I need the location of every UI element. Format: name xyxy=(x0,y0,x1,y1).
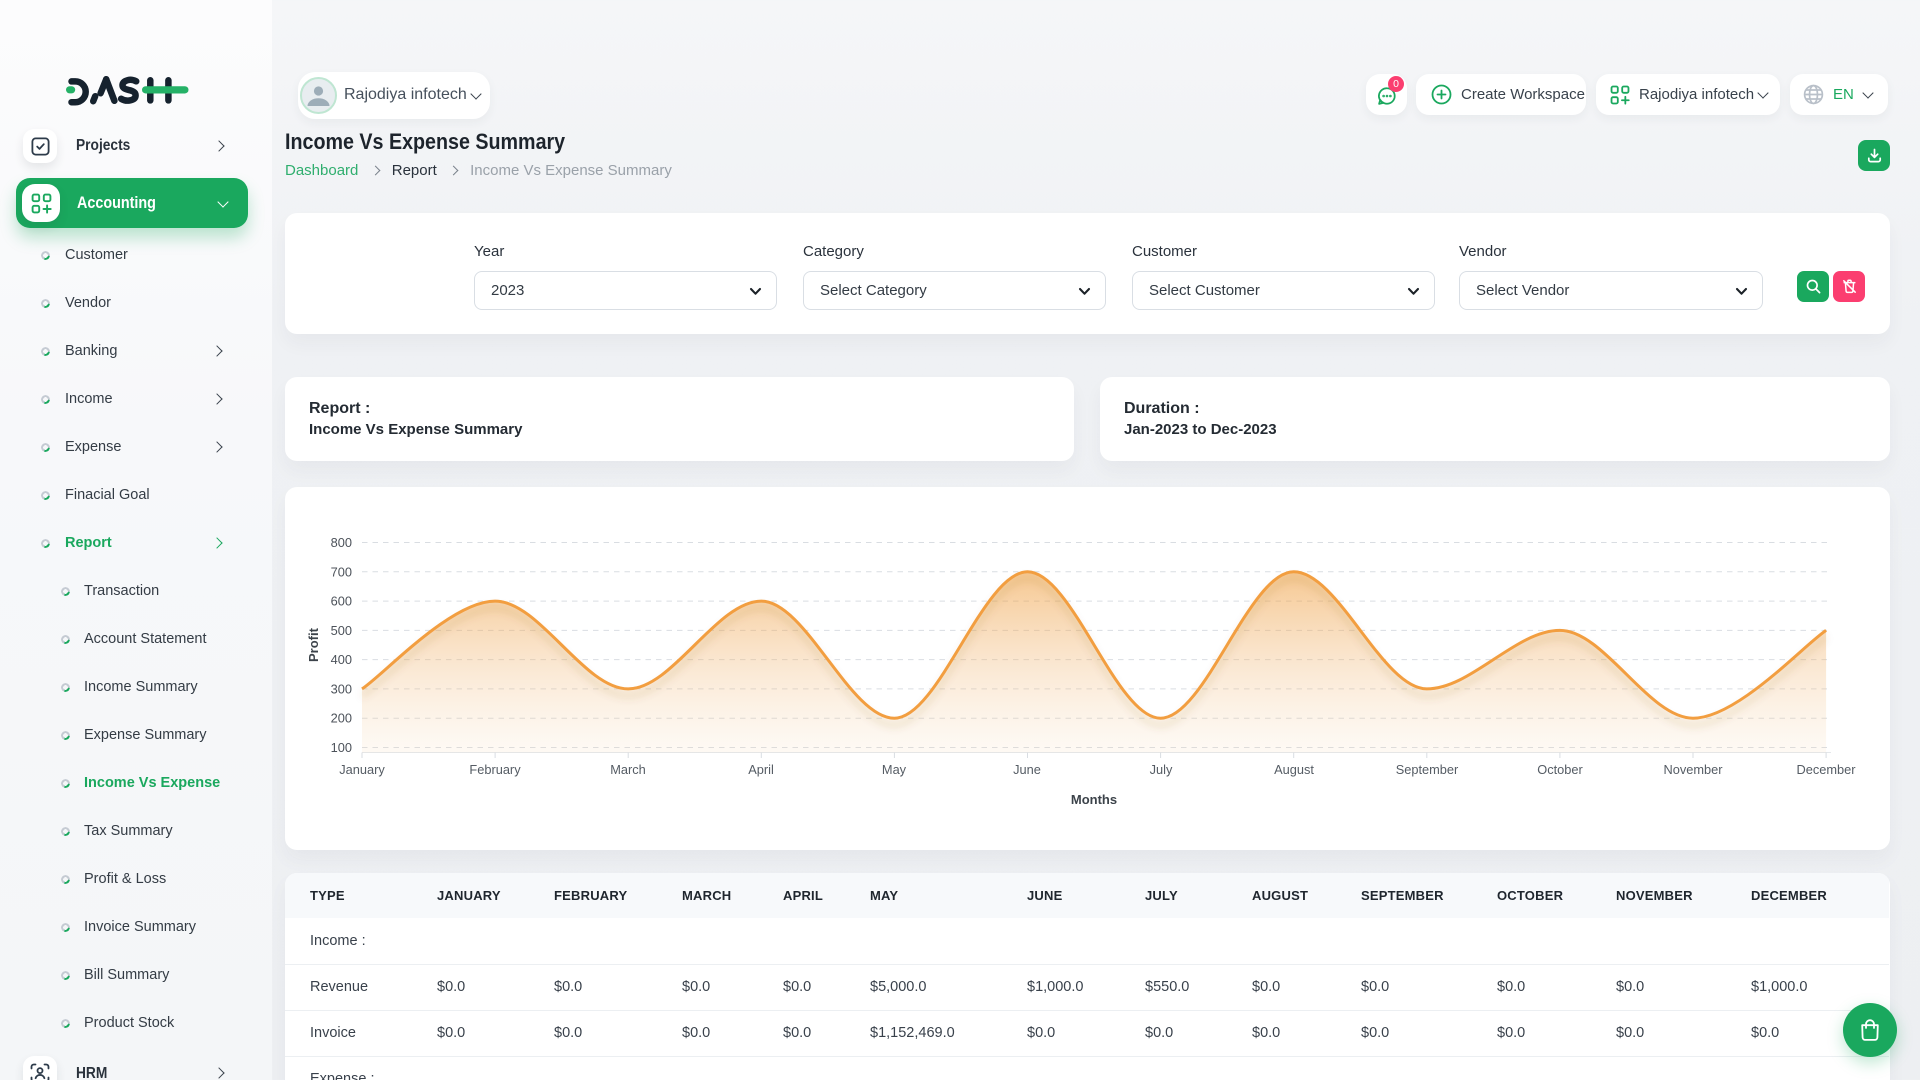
svg-text:February: February xyxy=(469,762,521,777)
svg-text:January: January xyxy=(339,762,385,777)
svg-text:June: June xyxy=(1013,762,1041,777)
svg-text:May: May xyxy=(882,762,907,777)
svg-text:October: October xyxy=(1537,762,1583,777)
svg-text:500: 500 xyxy=(331,623,352,638)
svg-text:400: 400 xyxy=(331,652,352,667)
svg-text:April: April xyxy=(748,762,774,777)
svg-text:November: November xyxy=(1663,762,1723,777)
svg-text:800: 800 xyxy=(331,535,352,550)
svg-text:Months: Months xyxy=(1071,792,1117,807)
svg-text:July: July xyxy=(1150,762,1173,777)
svg-text:200: 200 xyxy=(331,711,352,726)
svg-text:Profit: Profit xyxy=(306,627,321,662)
svg-text:March: March xyxy=(610,762,646,777)
svg-text:September: September xyxy=(1396,762,1459,777)
svg-text:100: 100 xyxy=(331,740,352,755)
svg-text:700: 700 xyxy=(331,564,352,579)
svg-text:August: August xyxy=(1274,762,1314,777)
svg-text:December: December xyxy=(1796,762,1856,777)
svg-text:600: 600 xyxy=(331,594,352,609)
svg-text:300: 300 xyxy=(331,681,352,696)
